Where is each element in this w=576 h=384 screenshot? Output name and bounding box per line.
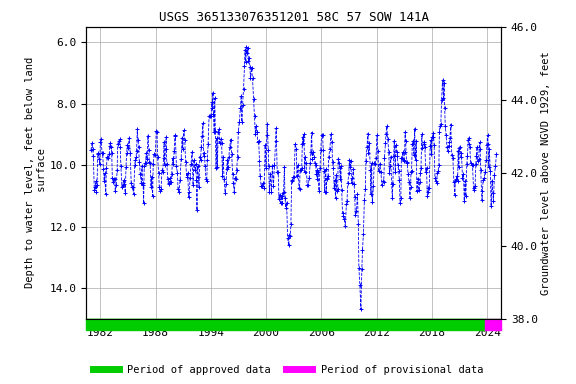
- Y-axis label: Groundwater level above NGVD 1929, feet: Groundwater level above NGVD 1929, feet: [541, 51, 551, 295]
- Title: USGS 365133076351201 58C 57 SOW 141A: USGS 365133076351201 58C 57 SOW 141A: [159, 11, 429, 24]
- Bar: [86, 319, 486, 330]
- Y-axis label: Depth to water level, feet below land
 surface: Depth to water level, feet below land su…: [25, 57, 47, 288]
- Legend: Period of approved data, Period of provisional data: Period of approved data, Period of provi…: [89, 361, 487, 379]
- Bar: [486, 319, 501, 330]
